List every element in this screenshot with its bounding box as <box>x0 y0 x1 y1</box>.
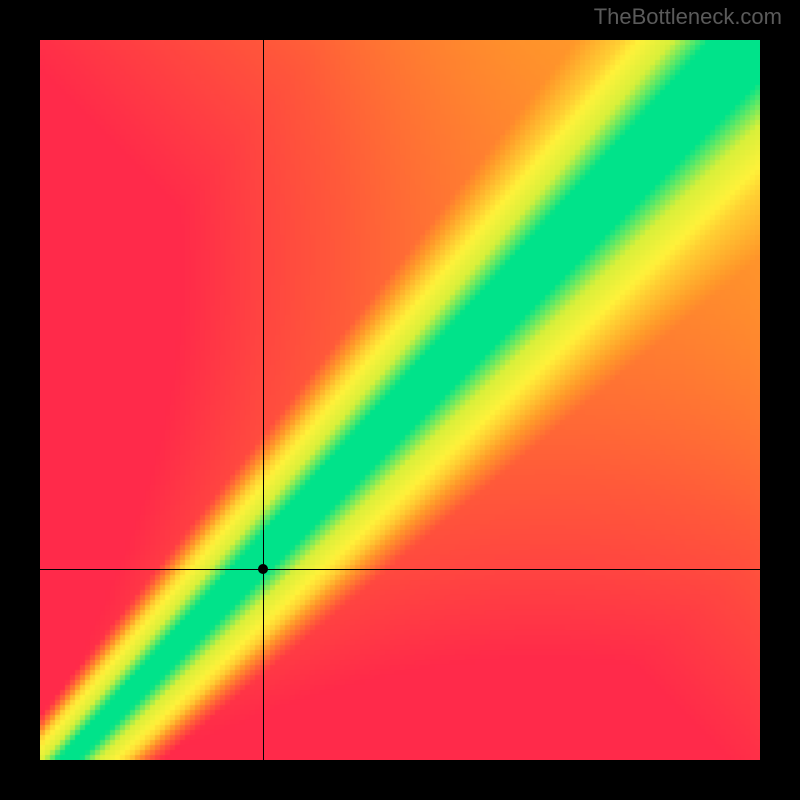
marker-dot <box>258 564 268 574</box>
chart-container: TheBottleneck.com <box>0 0 800 800</box>
plot-area <box>40 40 760 760</box>
crosshair-horizontal <box>40 569 760 570</box>
heatmap-canvas <box>40 40 760 760</box>
watermark-text: TheBottleneck.com <box>594 4 782 30</box>
crosshair-vertical <box>263 40 264 760</box>
